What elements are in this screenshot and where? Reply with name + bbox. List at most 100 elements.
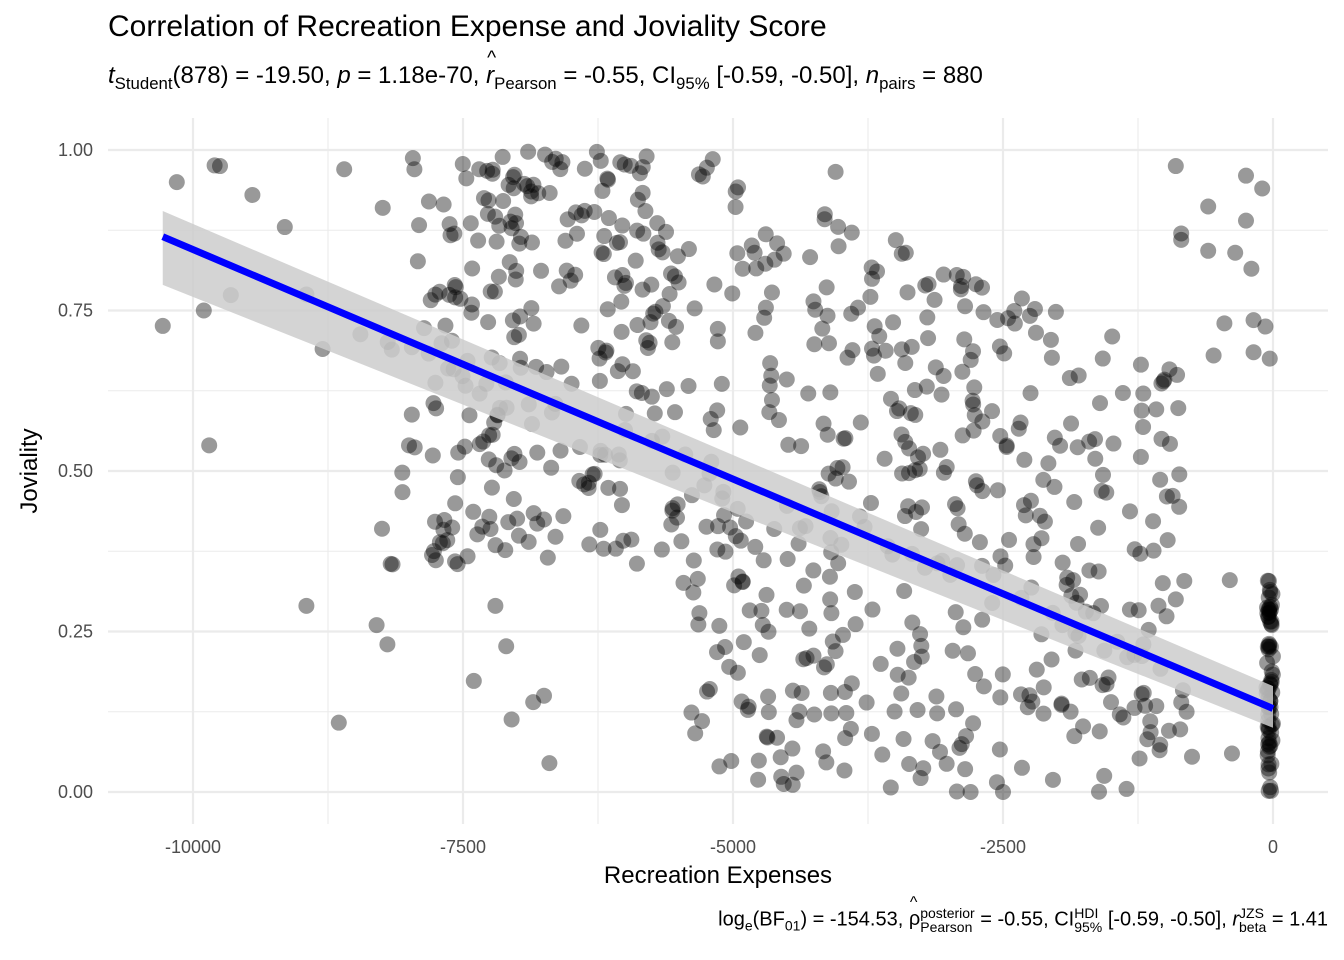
data-point [525,694,542,711]
data-point [1261,604,1278,621]
data-point [486,283,503,300]
data-point [1259,747,1276,764]
data-point [830,218,847,235]
data-point [1046,429,1063,446]
data-point [615,532,632,549]
data-point [1021,307,1038,324]
data-point [927,359,944,376]
data-point [1260,760,1277,777]
data-point [1016,451,1033,468]
data-point [458,170,475,187]
n-value: = 880 [922,62,983,89]
data-point [788,764,805,781]
data-point [599,301,616,318]
data-point [206,157,223,174]
data-point [1264,732,1281,749]
data-point [1264,586,1281,603]
data-point [435,196,452,213]
data-point [1090,519,1107,536]
data-point [835,430,852,447]
data-point [830,238,847,255]
data-point [769,729,786,746]
data-point [962,351,979,368]
data-point [938,755,955,772]
data-point [1257,318,1274,335]
data-point [734,573,751,590]
data-point [778,601,795,618]
t-label: t [108,62,115,89]
data-point [893,685,910,702]
rbeta-label: r [1232,908,1240,931]
data-point [336,161,353,178]
data-point [1036,513,1053,530]
data-point [924,733,941,750]
data-point [653,541,670,558]
rbeta-sub: beta [1239,919,1267,935]
data-point [805,647,822,664]
data-point [406,439,423,456]
data-point [687,725,704,742]
data-point [753,602,770,619]
data-point [1096,767,1113,784]
chart-caption: loge(BF01) = -154.53, ρposteriorPearson … [718,894,1328,935]
data-point [907,406,924,423]
data-point [849,299,866,316]
data-point [702,411,719,428]
x-axis-label: Recreation Expenses [603,862,833,889]
data-point [1245,344,1262,361]
data-point [1169,366,1186,383]
data-point [595,246,612,263]
data-point [664,500,681,517]
data-point [436,511,453,528]
data-point [1066,494,1083,511]
data-point [456,438,473,455]
data-point [754,617,771,634]
rho-sub: Pearson [920,919,973,935]
data-point [552,442,569,459]
data-point [1028,661,1045,678]
data-point [773,768,790,785]
data-point [474,518,491,535]
data-point [822,684,839,701]
x-tick-label: 0 [1268,837,1278,857]
data-point [1010,420,1027,437]
data-point [840,473,857,490]
data-point [1173,231,1190,248]
data-point [487,208,504,225]
data-point [899,284,916,301]
data-point [1022,492,1039,509]
data-point [863,725,880,742]
data-point [1132,356,1149,373]
data-point [1262,583,1279,600]
data-point [953,277,970,294]
data-point [567,204,584,221]
data-point [862,494,879,511]
data-point [649,234,666,251]
data-point [893,245,910,262]
data-point [628,555,645,572]
data-point [827,470,844,487]
data-point [760,623,777,640]
data-point [766,251,783,268]
data-point [717,638,734,655]
data-point [1145,542,1162,559]
data-point [420,193,437,210]
data-point [837,730,854,747]
data-point [761,404,778,421]
data-point [683,704,700,721]
data-point [1164,487,1181,504]
data-point [1263,724,1280,741]
data-point [506,445,523,462]
data-point [1046,478,1063,495]
data-point [838,704,855,721]
data-point [465,672,482,689]
data-point [1006,315,1023,332]
data-point [469,526,486,543]
data-point [1261,601,1278,618]
data-point [801,620,818,637]
data-point [541,184,558,201]
data-point [748,260,765,277]
y-tick-label: 0.00 [58,782,93,802]
data-point [1130,602,1147,619]
data-point [483,479,500,496]
